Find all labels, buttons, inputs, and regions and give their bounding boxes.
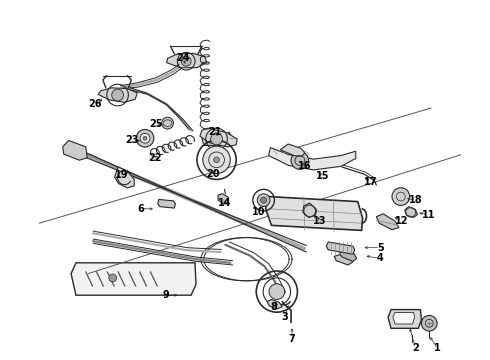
Polygon shape [388,310,421,328]
Circle shape [143,136,147,140]
Polygon shape [63,140,87,160]
Circle shape [257,194,270,207]
Text: 25: 25 [149,119,163,129]
Polygon shape [267,300,282,309]
Text: 12: 12 [395,216,409,226]
Circle shape [136,130,154,147]
Text: 23: 23 [125,135,139,145]
Polygon shape [334,254,353,265]
Polygon shape [269,148,356,170]
Text: 3: 3 [282,312,289,322]
Polygon shape [202,132,231,145]
Circle shape [181,56,191,66]
Polygon shape [280,144,305,156]
Polygon shape [303,203,317,217]
Text: 7: 7 [289,334,295,344]
Text: 13: 13 [313,216,326,226]
Text: 24: 24 [176,53,190,63]
Text: 14: 14 [218,198,231,208]
Text: 1: 1 [434,343,441,354]
Text: 2: 2 [412,343,419,354]
Circle shape [261,197,267,203]
Circle shape [162,117,173,129]
Text: 22: 22 [148,153,162,163]
Circle shape [421,315,437,331]
Text: 8: 8 [270,302,277,312]
Polygon shape [326,242,355,254]
Circle shape [140,133,150,143]
Circle shape [112,89,123,101]
Polygon shape [393,312,415,324]
Polygon shape [71,263,196,295]
Polygon shape [115,167,134,188]
Circle shape [211,133,222,145]
Text: 17: 17 [364,177,377,187]
Text: 21: 21 [208,127,221,138]
Polygon shape [339,251,357,261]
Polygon shape [266,197,363,230]
Text: 16: 16 [298,161,312,171]
Circle shape [269,284,285,300]
Text: 10: 10 [252,207,266,217]
Polygon shape [158,199,175,208]
Text: 18: 18 [409,195,422,205]
Text: 4: 4 [377,253,384,264]
Polygon shape [167,53,207,68]
Polygon shape [376,214,399,230]
Circle shape [203,146,230,174]
Circle shape [109,274,117,282]
Polygon shape [405,207,417,217]
Text: 6: 6 [138,204,145,214]
Circle shape [291,152,309,169]
Text: 20: 20 [206,168,220,179]
Text: 26: 26 [88,99,102,109]
Polygon shape [98,88,137,102]
Polygon shape [218,194,228,204]
Text: 19: 19 [115,170,128,180]
Circle shape [214,157,220,163]
Text: 15: 15 [316,171,329,181]
Circle shape [392,188,410,205]
Text: 9: 9 [162,290,169,300]
Text: 5: 5 [377,243,384,253]
Polygon shape [200,128,237,147]
Text: 11: 11 [422,210,436,220]
